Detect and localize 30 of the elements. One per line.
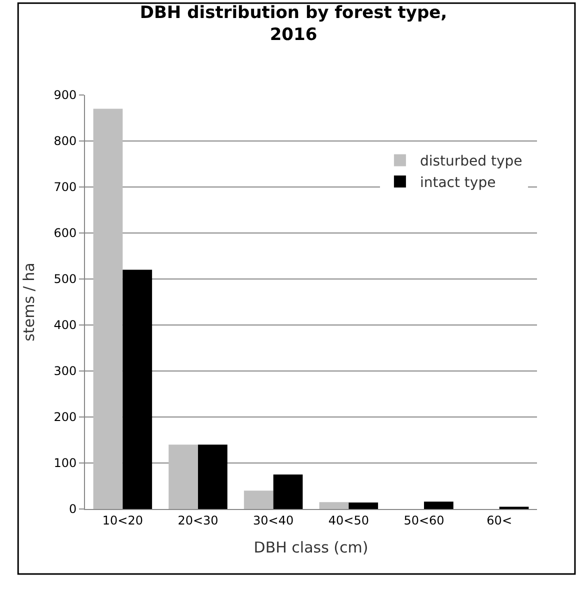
x-tick-label: 30<40: [253, 513, 294, 528]
y-tick-label: 900: [54, 88, 77, 102]
x-tick-label: 10<20: [102, 513, 143, 528]
y-tick-label: 100: [54, 456, 77, 470]
bar: [198, 444, 228, 509]
y-tick-label: 0: [68, 502, 77, 516]
chart-title: DBH distribution by forest type, 2016: [140, 2, 448, 45]
legend-label: disturbed type: [420, 154, 522, 170]
y-tick-label: 400: [54, 318, 77, 332]
bar: [122, 270, 152, 509]
legend-label: intact type: [420, 174, 496, 191]
bar: [348, 502, 378, 509]
bar: [168, 444, 198, 509]
x-tick-label: 50<60: [404, 513, 444, 528]
x-tick-label: 40<50: [328, 513, 369, 528]
x-axis-title: DBH class (cm): [254, 538, 368, 556]
y-tick-label: 800: [54, 134, 77, 148]
y-tick-label: 300: [54, 364, 77, 378]
bar: [273, 474, 303, 509]
y-tick-label: 200: [54, 410, 77, 424]
bar: [93, 108, 123, 509]
bar: [244, 490, 274, 509]
y-tick-label: 700: [54, 180, 77, 194]
bar: [319, 502, 349, 509]
bar: [424, 502, 454, 509]
y-axis-title: stems / ha: [20, 262, 38, 342]
x-tick-label: 60<: [486, 513, 512, 528]
y-tick-label: 600: [54, 226, 77, 240]
y-tick-label: 500: [54, 272, 77, 286]
x-tick-label: 20<30: [178, 513, 218, 528]
